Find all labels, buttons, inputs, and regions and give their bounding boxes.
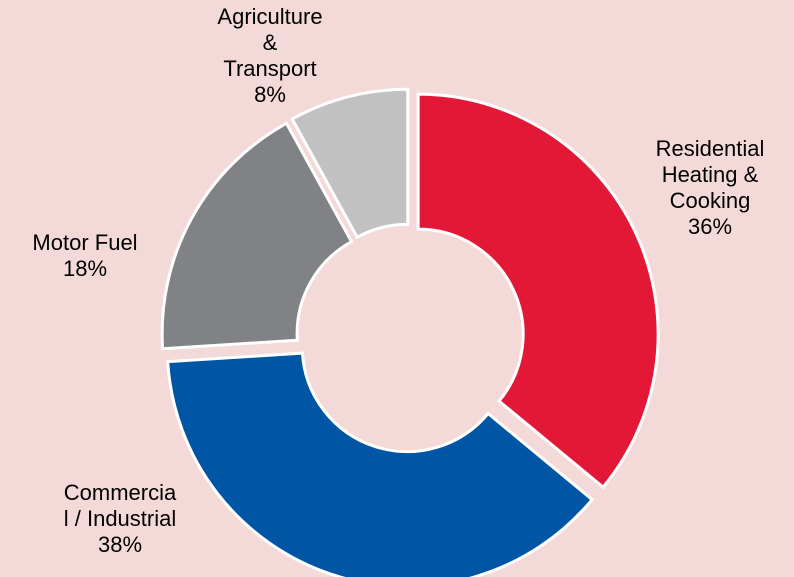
value-label: 18% [62,256,108,281]
segment-label: Commercia l / Industrial 38% [64,480,177,558]
donut-segment [416,92,660,490]
segment-label: Agriculture & Transport 8% [217,4,322,108]
category-name: Residential Heating & Cooking [655,136,765,213]
value-label: 36% [687,214,733,239]
category-name: Commercia l / Industrial [63,480,177,531]
value-label: 8% [254,82,286,107]
donut-segment [290,87,410,240]
donut-segment [166,351,595,577]
category-name: Motor Fuel [32,230,138,255]
segment-label: Residential Heating & Cooking 36% [656,136,765,240]
segment-label: Motor Fuel 18% [32,230,137,282]
value-label: 38% [97,532,143,557]
category-name: Agriculture & Transport [217,4,323,81]
donut-segment [160,121,354,351]
